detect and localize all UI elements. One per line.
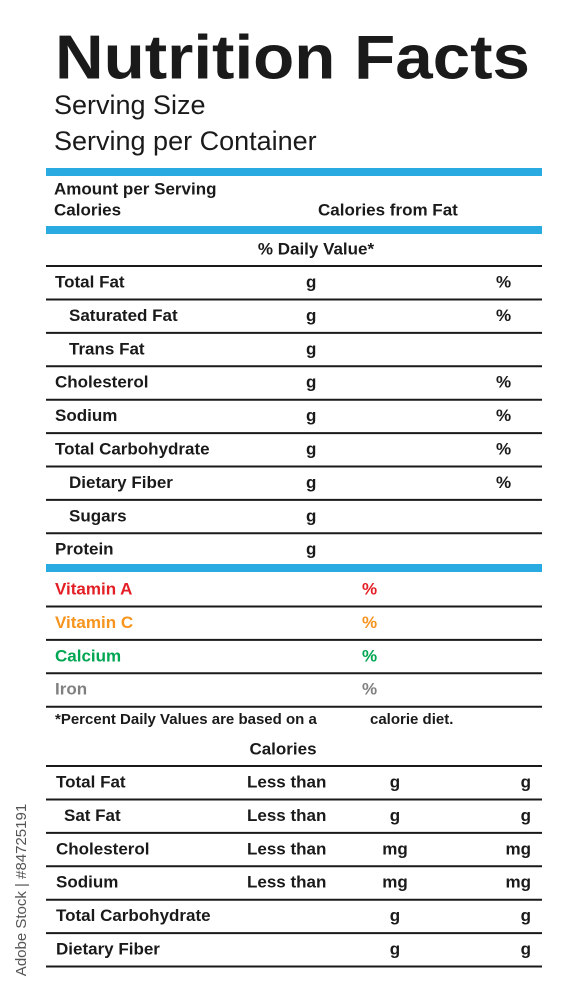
nutrient-name: Total Fat: [55, 272, 125, 291]
vitamin-name: Iron: [55, 680, 87, 699]
reference-unit: g: [521, 806, 531, 825]
vitamin-percent: %: [362, 613, 377, 632]
nutrient-percent: %: [496, 439, 511, 458]
nutrient-name: Cholesterol: [55, 373, 149, 392]
nutrient-name: Saturated Fat: [69, 306, 178, 325]
nutrient-percent: %: [496, 473, 511, 492]
nutrient-name: Trans Fat: [69, 339, 145, 358]
nutrient-name: Dietary Fiber: [69, 473, 173, 492]
nutrient-unit: g: [306, 272, 316, 291]
reference-unit: mg: [382, 873, 408, 892]
calories-label: Calories: [54, 200, 121, 219]
nutrient-percent: %: [496, 306, 511, 325]
reference-qualifier: Less than: [247, 772, 326, 791]
reference-unit: mg: [382, 839, 408, 858]
reference-name: Dietary Fiber: [56, 939, 160, 958]
nutrient-unit: g: [306, 506, 316, 525]
nutrient-unit: g: [306, 406, 316, 425]
reference-unit: g: [390, 806, 400, 825]
vitamin-name: Vitamin C: [55, 613, 133, 632]
nutrient-name: Sugars: [69, 506, 127, 525]
servings: Serving per Container: [54, 126, 317, 156]
reference-unit: g: [521, 906, 531, 925]
footnote: *Percent Daily Values are based on a: [55, 711, 317, 728]
nutrient-name: Total Carbohydrate: [55, 439, 210, 458]
reference-name: Total Carbohydrate: [56, 906, 211, 925]
reference-qualifier: Less than: [247, 806, 326, 825]
footnote-end: calorie diet.: [370, 711, 453, 728]
calories-from-fat: Calories from Fat: [318, 200, 458, 219]
reference-qualifier: Less than: [247, 873, 326, 892]
amount-label: Amount per Serving: [54, 179, 216, 198]
nutrient-unit: g: [306, 439, 316, 458]
reference-unit: mg: [506, 839, 532, 858]
serving-size: Serving Size: [54, 90, 206, 120]
reference-unit: g: [390, 772, 400, 791]
nutrient-percent: %: [496, 406, 511, 425]
reference-name: Sodium: [56, 873, 118, 892]
vitamin-name: Vitamin A: [55, 579, 132, 598]
reference-name: Total Fat: [56, 772, 126, 791]
reference-unit: g: [390, 906, 400, 925]
reference-header: Calories: [249, 739, 316, 758]
nutrient-unit: g: [306, 473, 316, 492]
nutrient-unit: g: [306, 306, 316, 325]
reference-name: Sat Fat: [64, 806, 121, 825]
reference-unit: g: [521, 772, 531, 791]
vitamin-percent: %: [362, 646, 377, 665]
nutrient-name: Protein: [55, 540, 114, 559]
blue-bar: [46, 168, 542, 176]
vitamin-name: Calcium: [55, 646, 121, 665]
nutrient-unit: g: [306, 540, 316, 559]
reference-unit: g: [521, 939, 531, 958]
vitamin-percent: %: [362, 579, 377, 598]
title: Nutrition Facts: [55, 23, 530, 92]
reference-unit: g: [390, 939, 400, 958]
daily-value-header: % Daily Value*: [258, 239, 375, 258]
nutrient-percent: %: [496, 373, 511, 392]
reference-qualifier: Less than: [247, 839, 326, 858]
nutrient-unit: g: [306, 373, 316, 392]
reference-unit: mg: [506, 873, 532, 892]
nutrient-name: Sodium: [55, 406, 117, 425]
blue-bar: [46, 564, 542, 572]
nutrient-percent: %: [496, 272, 511, 291]
blue-bar: [46, 226, 542, 234]
reference-name: Cholesterol: [56, 839, 150, 858]
vitamin-percent: %: [362, 680, 377, 699]
nutrient-unit: g: [306, 339, 316, 358]
watermark: Adobe Stock | #84725191: [13, 804, 30, 976]
